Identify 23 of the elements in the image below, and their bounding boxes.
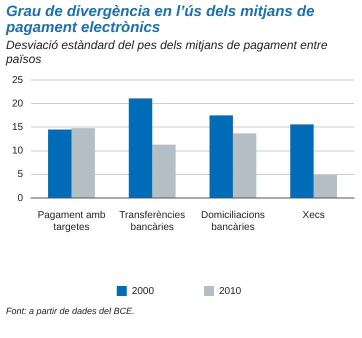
bar xyxy=(210,115,233,198)
y-tick-label: 0 xyxy=(18,192,24,204)
y-tick-label: 25 xyxy=(12,74,24,86)
x-tick-label: Xecs xyxy=(302,210,325,221)
bar xyxy=(71,128,95,198)
chart-title: Grau de divergència en l’ús dels mitjans de pagament electrònics xyxy=(6,3,316,36)
x-tick-label: Domiciliacions bancàries xyxy=(200,210,265,233)
legend-label: 2010 xyxy=(219,286,242,297)
bar xyxy=(232,133,256,198)
x-tick-label: Pagament amb targetes xyxy=(38,210,106,233)
bar xyxy=(48,130,72,198)
bar xyxy=(152,144,176,198)
bar xyxy=(290,124,314,198)
bar xyxy=(314,174,338,198)
chart-subtitle: Desviació estàndard del pes dels mitjans de pagament entre països xyxy=(6,38,329,66)
y-tick-label: 5 xyxy=(18,169,24,180)
y-tick-label: 15 xyxy=(12,122,24,133)
x-tick-label: Transferències bancàries xyxy=(119,210,186,233)
legend-label: 2000 xyxy=(132,286,154,297)
y-tick-label: 10 xyxy=(12,146,24,157)
text: Font: a partir de dades del BCE. xyxy=(6,306,136,316)
bar xyxy=(128,98,152,198)
y-tick-label: 20 xyxy=(12,98,24,110)
